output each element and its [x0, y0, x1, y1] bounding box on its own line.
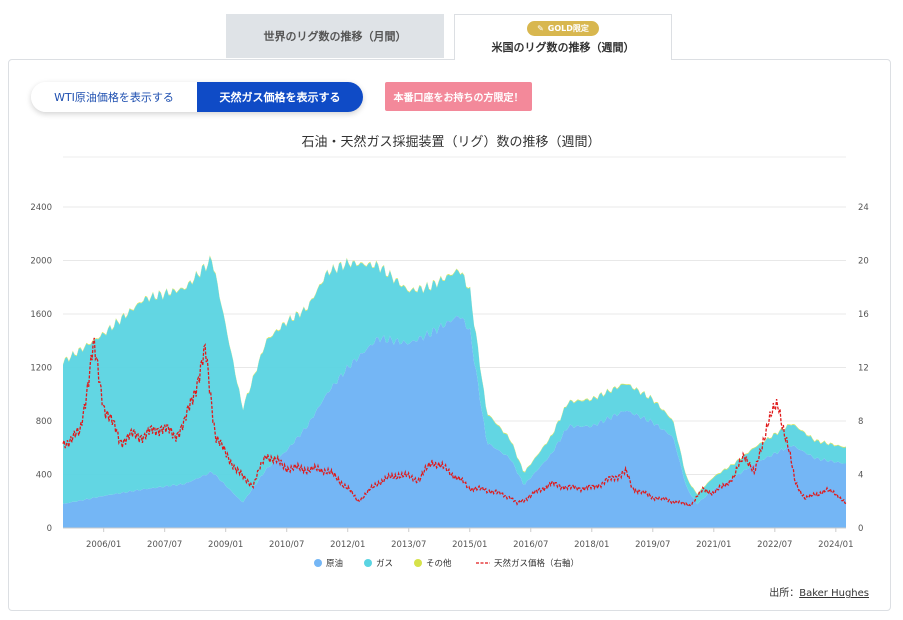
y-right-tick-label: 0 [858, 524, 863, 534]
y-left-tick-label: 1200 [30, 364, 52, 374]
promo-badge[interactable]: 本番口座をお持ちの方限定！ [385, 82, 532, 111]
area-gas [63, 256, 846, 505]
y-right-tick-label: 24 [858, 203, 869, 213]
y-right-tick-label: 12 [858, 364, 869, 374]
y-right-tick-label: 16 [858, 310, 869, 320]
source-link[interactable]: Baker Hughes [799, 588, 869, 599]
y-right-tick-label: 8 [858, 417, 863, 427]
y-right-tick-label: 20 [858, 257, 869, 267]
legend-oil-marker [314, 559, 322, 567]
legend-label: その他 [426, 558, 452, 569]
legend-label: ガス [376, 558, 393, 569]
legend-gas-marker [364, 559, 372, 567]
gold-badge-label: GOLD限定 [547, 23, 589, 33]
x-tick-label: 2024/01 [818, 540, 853, 550]
legend-label: 原油 [326, 558, 343, 569]
x-tick-label: 2016/07 [513, 540, 548, 550]
y-left-tick-label: 2000 [30, 257, 52, 267]
source-note: 出所：Baker Hughes [769, 584, 869, 599]
x-tick-label: 2022/07 [757, 540, 792, 550]
source-prefix: 出所： [769, 588, 800, 599]
tab-us-weekly-label: 米国のリグ数の推移（週間） [491, 40, 635, 54]
y-right-tick-label: 4 [858, 471, 863, 481]
x-tick-label: 2019/07 [635, 540, 670, 550]
price-toggle: WTI原油価格を表示する 天然ガス価格を表示する [31, 82, 363, 112]
y-left-tick-label: 1600 [30, 310, 52, 320]
chart-title: 石油・天然ガス採掘装置（リグ）数の推移（週間） [301, 134, 600, 150]
y-left-tick-label: 2400 [30, 203, 52, 213]
gold-badge: ✎ GOLD限定 [527, 20, 599, 36]
x-tick-label: 2018/01 [574, 540, 609, 550]
x-tick-label: 2015/01 [452, 540, 487, 550]
tab-world-monthly[interactable]: 世界のリグ数の推移（月間） [226, 14, 444, 58]
x-tick-label: 2006/01 [86, 540, 121, 550]
show-wti-button[interactable]: WTI原油価格を表示する [31, 82, 197, 112]
pencil-icon: ✎ [537, 23, 544, 33]
legend-other-marker [414, 559, 422, 567]
x-tick-label: 2007/07 [147, 540, 182, 550]
x-tick-label: 2010/07 [269, 540, 304, 550]
area-oil [63, 315, 846, 528]
x-tick-label: 2021/01 [696, 540, 731, 550]
tab-us-weekly[interactable]: ✎ GOLD限定 米国のリグ数の推移（週間） [454, 14, 672, 60]
show-gas-button[interactable]: 天然ガス価格を表示する [197, 82, 363, 112]
tab-world-monthly-label: 世界のリグ数の推移（月間） [263, 30, 407, 43]
y-left-tick-label: 800 [36, 417, 52, 427]
y-left-tick-label: 0 [47, 524, 52, 534]
x-tick-label: 2013/07 [391, 540, 426, 550]
legend-label: 天然ガス価格（右軸） [494, 558, 579, 569]
x-tick-label: 2012/01 [330, 540, 365, 550]
gas-price-line [62, 337, 847, 508]
y-left-tick-label: 400 [36, 471, 52, 481]
x-tick-label: 2009/01 [208, 540, 243, 550]
